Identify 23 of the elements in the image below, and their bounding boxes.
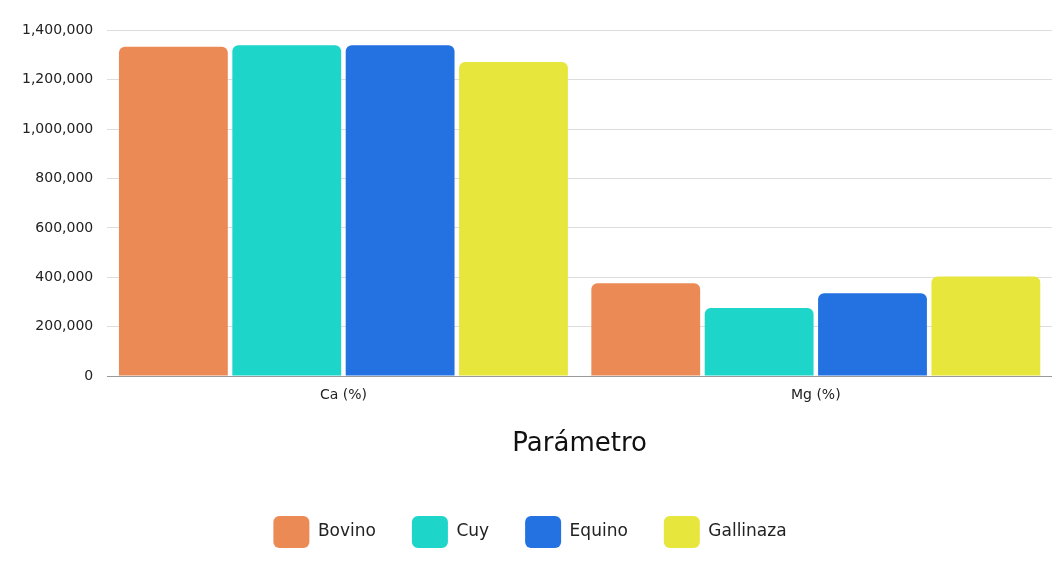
bar	[931, 276, 1041, 376]
y-tick-label: 1,200,000	[21, 70, 94, 87]
bar	[345, 45, 455, 376]
bar	[118, 46, 228, 376]
y-tick-label: 600,000	[35, 218, 94, 235]
legend-label: Gallinaza	[708, 520, 787, 541]
y-tick-label: 400,000	[35, 267, 94, 284]
x-axis-title: Parámetro	[512, 427, 647, 458]
bar	[459, 62, 568, 376]
x-tick-label: Mg (%)	[790, 386, 841, 403]
y-tick-label: 800,000	[35, 169, 94, 186]
bar	[591, 283, 701, 376]
legend-label: Bovino	[317, 520, 376, 541]
y-tick-label: 0	[84, 366, 94, 383]
y-tick-label: 1,400,000	[21, 21, 94, 38]
legend-label: Cuy	[456, 520, 490, 541]
legend-label: Equino	[569, 520, 628, 541]
bar	[232, 45, 342, 376]
x-tick-label: Ca (%)	[319, 386, 367, 403]
bar	[704, 308, 814, 376]
bar	[818, 293, 927, 376]
y-tick-label: 200,000	[35, 317, 94, 334]
y-tick-label: 1,000,000	[21, 119, 94, 136]
